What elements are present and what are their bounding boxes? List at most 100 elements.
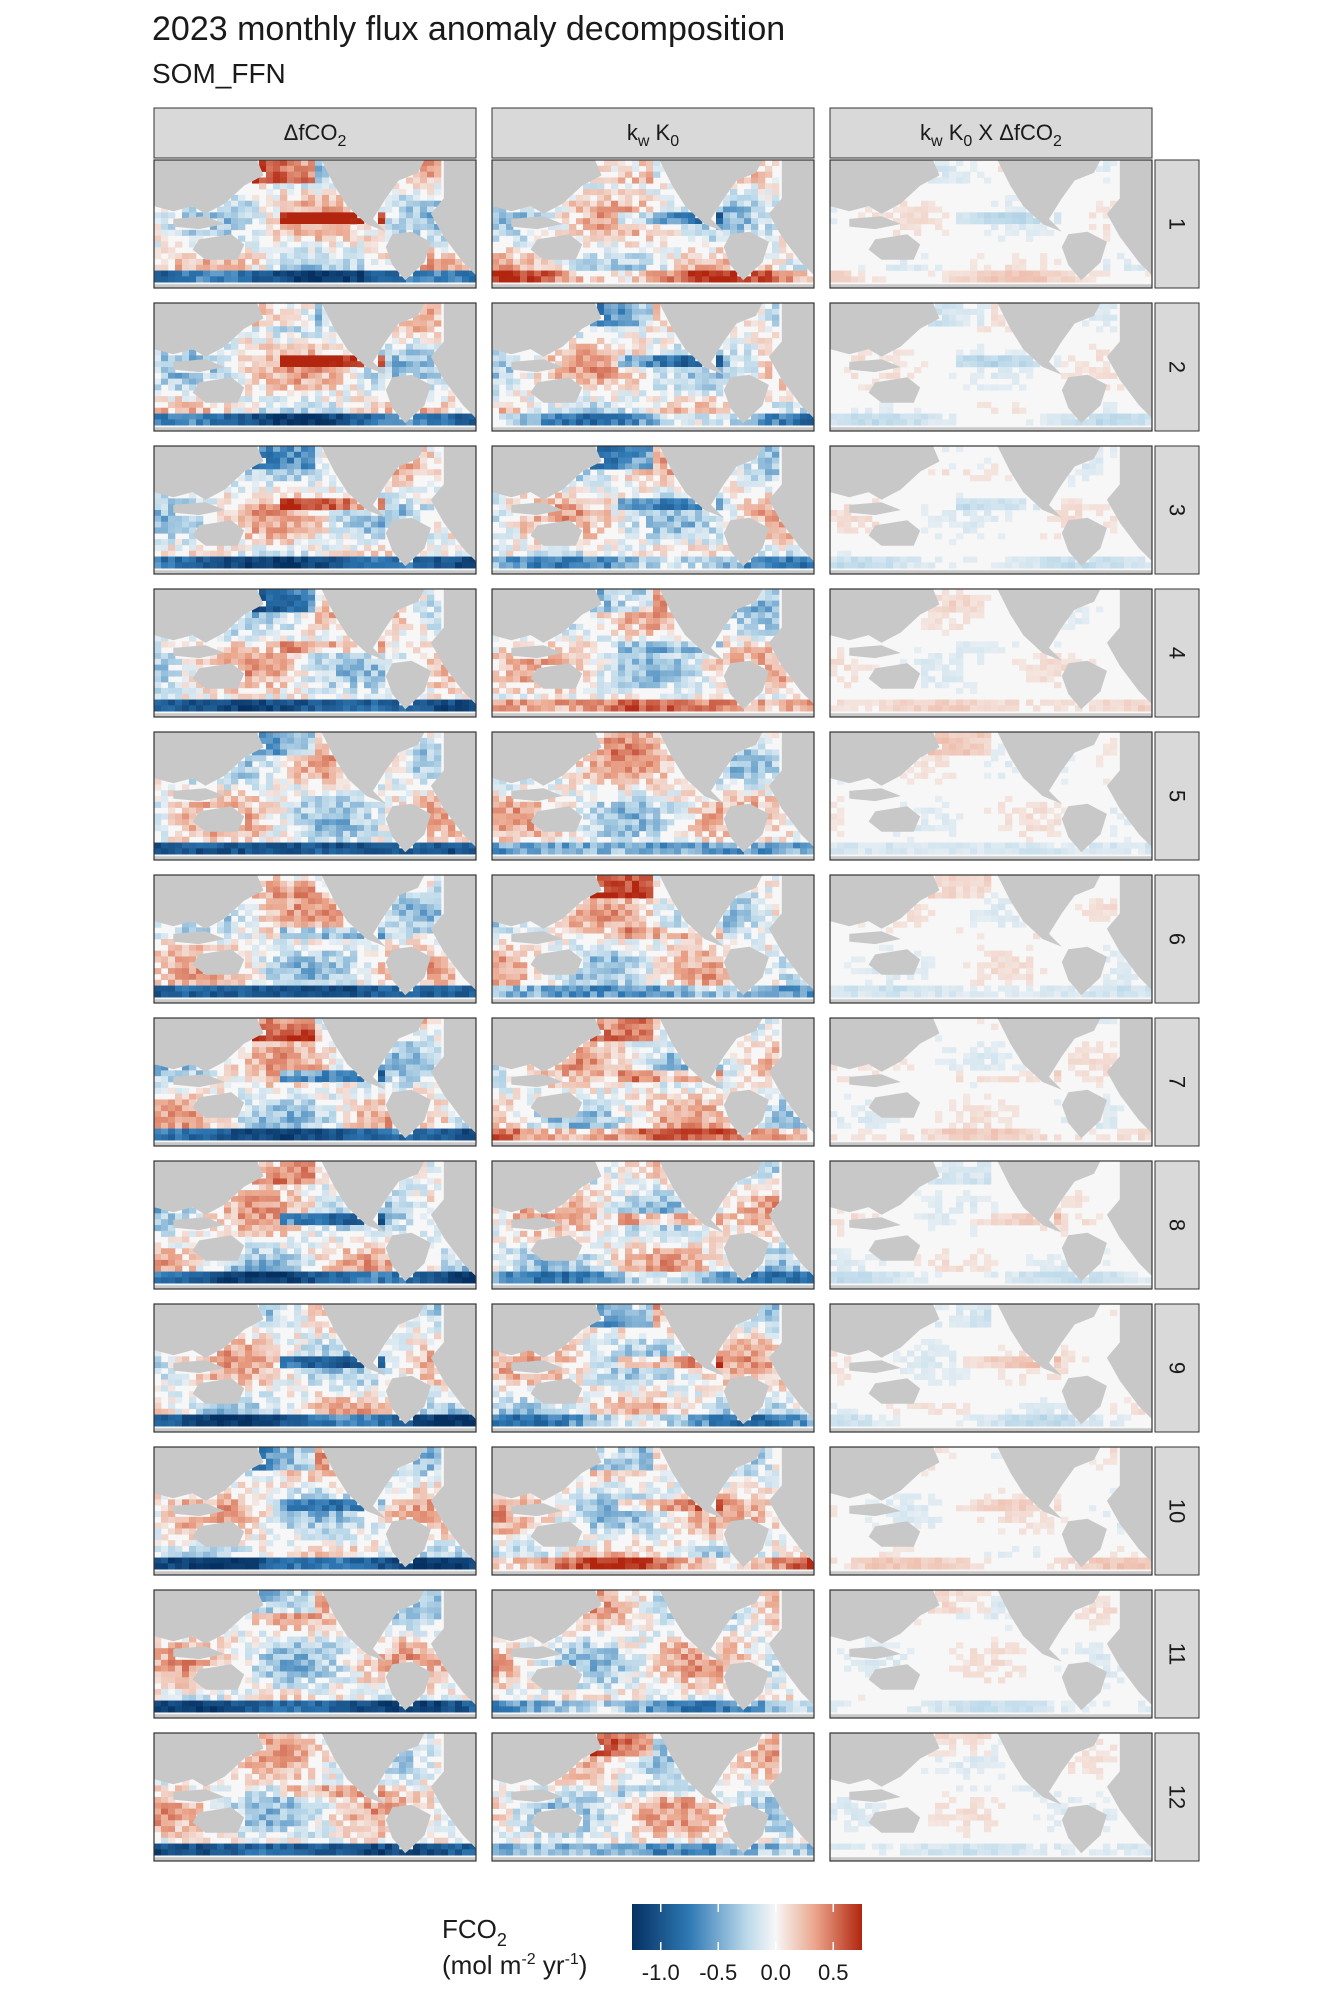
anomaly-cell bbox=[688, 556, 696, 563]
anomaly-cell bbox=[499, 264, 507, 271]
anomaly-cell bbox=[674, 396, 682, 403]
anomaly-cell bbox=[420, 218, 428, 225]
anomaly-cell bbox=[604, 212, 612, 219]
anomaly-cell bbox=[1005, 270, 1013, 277]
anomaly-cell bbox=[653, 384, 661, 391]
land-mass bbox=[530, 377, 583, 403]
anomaly-cell bbox=[984, 457, 992, 464]
anomaly-cell bbox=[604, 699, 612, 706]
anomaly-cell bbox=[772, 629, 780, 636]
anomaly-cell bbox=[611, 361, 619, 368]
anomaly-cell bbox=[625, 475, 633, 482]
anomaly-cell bbox=[168, 562, 176, 569]
anomaly-cell bbox=[308, 407, 316, 414]
anomaly-cell bbox=[569, 653, 577, 660]
anomaly-cell bbox=[765, 670, 773, 677]
anomaly-cell bbox=[583, 670, 591, 677]
anomaly-cell bbox=[921, 682, 929, 689]
anomaly-cell bbox=[1103, 504, 1111, 511]
anomaly-cell bbox=[413, 276, 421, 283]
anomaly-cell bbox=[681, 498, 689, 505]
anomaly-cell bbox=[611, 241, 619, 248]
anomaly-cell bbox=[315, 229, 323, 236]
anomaly-cell bbox=[1033, 270, 1041, 277]
anomaly-cell bbox=[597, 562, 605, 569]
anomaly-cell bbox=[716, 206, 724, 213]
anomaly-cell bbox=[301, 515, 309, 522]
anomaly-cell bbox=[772, 664, 780, 671]
anomaly-cell bbox=[378, 492, 386, 499]
anomaly-cell bbox=[294, 218, 302, 225]
anomaly-cell bbox=[406, 194, 414, 202]
anomaly-cell bbox=[667, 486, 675, 493]
anomaly-cell bbox=[632, 515, 640, 522]
anomaly-cell bbox=[420, 705, 428, 712]
anomaly-cell bbox=[294, 235, 302, 242]
anomaly-cell bbox=[161, 276, 169, 283]
anomaly-cell bbox=[765, 469, 773, 476]
anomaly-cell bbox=[315, 183, 323, 190]
anomaly-cell bbox=[434, 682, 442, 689]
anomaly-cell bbox=[611, 396, 619, 403]
anomaly-cell bbox=[434, 241, 442, 248]
anomaly-cell bbox=[245, 378, 253, 385]
anomaly-cell bbox=[350, 384, 358, 391]
anomaly-cell bbox=[259, 308, 267, 315]
anomaly-cell bbox=[723, 200, 731, 207]
anomaly-cell bbox=[730, 486, 738, 493]
anomaly-cell bbox=[653, 699, 661, 706]
anomaly-cell bbox=[949, 165, 957, 172]
anomaly-cell bbox=[336, 367, 344, 374]
anomaly-cell bbox=[499, 653, 507, 660]
anomaly-cell bbox=[238, 413, 246, 420]
anomaly-cell bbox=[506, 653, 514, 660]
anomaly-cell bbox=[287, 527, 295, 534]
anomaly-cell bbox=[413, 314, 421, 321]
anomaly-cell bbox=[914, 647, 922, 654]
anomaly-cell bbox=[1054, 258, 1062, 266]
anomaly-cell bbox=[793, 550, 801, 557]
anomaly-cell bbox=[364, 510, 372, 517]
anomaly-cell bbox=[280, 606, 288, 613]
anomaly-cell bbox=[844, 664, 852, 671]
anomaly-cell bbox=[632, 384, 640, 391]
anomaly-cell bbox=[224, 492, 232, 499]
row-label-1: 1 bbox=[1165, 218, 1190, 230]
anomaly-cell bbox=[161, 372, 169, 379]
anomaly-cell bbox=[168, 247, 176, 254]
anomaly-cell bbox=[688, 224, 696, 231]
anomaly-cell bbox=[427, 544, 435, 552]
anomaly-cell bbox=[294, 355, 302, 362]
anomaly-cell bbox=[527, 258, 535, 266]
anomaly-cell bbox=[660, 705, 668, 712]
anomaly-cell bbox=[357, 390, 365, 397]
anomaly-cell bbox=[217, 413, 225, 420]
anomaly-cell bbox=[427, 384, 435, 391]
anomaly-cell bbox=[217, 349, 225, 356]
anomaly-cell bbox=[1019, 218, 1027, 225]
anomaly-cell bbox=[322, 235, 330, 242]
anomaly-cell bbox=[744, 337, 752, 345]
anomaly-cell bbox=[639, 303, 647, 310]
anomaly-cell bbox=[434, 544, 442, 552]
anomaly-cell bbox=[653, 676, 661, 683]
anomaly-cell bbox=[280, 419, 288, 426]
anomaly-cell bbox=[448, 264, 456, 271]
anomaly-cell bbox=[590, 705, 598, 712]
anomaly-cell bbox=[252, 378, 260, 385]
anomaly-cell bbox=[1047, 276, 1055, 283]
anomaly-cell bbox=[492, 384, 500, 391]
anomaly-cell bbox=[534, 270, 542, 277]
anomaly-cell bbox=[315, 539, 323, 546]
anomaly-cell bbox=[506, 699, 514, 706]
anomaly-cell bbox=[744, 320, 752, 327]
anomaly-cell bbox=[730, 562, 738, 569]
anomaly-cell bbox=[1145, 413, 1153, 420]
anomaly-cell bbox=[301, 544, 309, 552]
map-panel-kwk0xdfco2-month-1 bbox=[829, 159, 1153, 289]
anomaly-cell bbox=[434, 612, 442, 619]
anomaly-cell bbox=[625, 653, 633, 660]
anomaly-cell bbox=[378, 682, 386, 689]
anomaly-cell bbox=[751, 699, 759, 706]
anomaly-cell bbox=[779, 276, 787, 283]
